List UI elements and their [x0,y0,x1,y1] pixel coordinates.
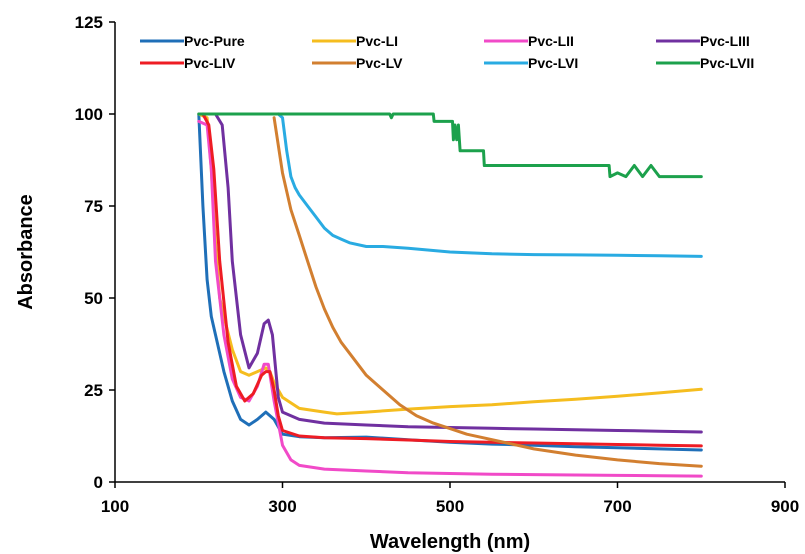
x-tick-label: 900 [771,497,799,516]
legend-item: Pvc-LVI [484,55,578,71]
series-line-pvc-lvi [276,112,703,258]
legend-item: Pvc-Pure [140,33,245,49]
legend-label: Pvc-LVII [700,55,754,71]
x-tick-label: 500 [436,497,464,516]
legend-label: Pvc-LIV [184,55,236,71]
legend-label: Pvc-LV [356,55,403,71]
x-tick-label: 300 [268,497,296,516]
series-lines [197,112,703,478]
y-tick-label: 125 [75,13,103,32]
y-tick-label: 75 [84,197,103,216]
series-line-pvc-liii [205,112,703,434]
x-tick-label: 700 [603,497,631,516]
legend-label: Pvc-LII [528,33,574,49]
x-tick-label: 100 [101,497,129,516]
legend-item: Pvc-LI [312,33,398,49]
legend-item: Pvc-LV [312,55,403,71]
legend-item: Pvc-LII [484,33,574,49]
legend-item: Pvc-LVII [656,55,754,71]
legend-item: Pvc-LIV [140,55,236,71]
legend-label: Pvc-LI [356,33,398,49]
legend-item: Pvc-LIII [656,33,750,49]
x-axis-ticks: 100 300 500 700 900 [101,482,799,516]
y-tick-label: 50 [84,289,103,308]
series-line-pvc-lvii [197,112,703,179]
y-axis-title: Absorbance [15,194,37,310]
y-tick-label: 100 [75,105,103,124]
series-line-pvc-liv [201,112,703,448]
series-line-pvc-lv [272,116,703,468]
legend: Pvc-Pure Pvc-LI Pvc-LII Pvc-LIII Pvc-LIV Pvc-… [140,33,754,71]
x-axis-title: Wavelength (nm) [370,531,530,553]
legend-label: Pvc-Pure [184,33,245,49]
y-tick-label: 0 [94,473,103,492]
y-tick-label: 25 [84,381,103,400]
plot-area: 100 300 500 700 900 0 25 50 75 100 125 [75,13,800,516]
legend-label: Pvc-LIII [700,33,750,49]
legend-label: Pvc-LVI [528,55,578,71]
series-line-pvc-lii [197,119,703,478]
y-axis-ticks: 0 25 50 75 100 125 [75,13,115,492]
